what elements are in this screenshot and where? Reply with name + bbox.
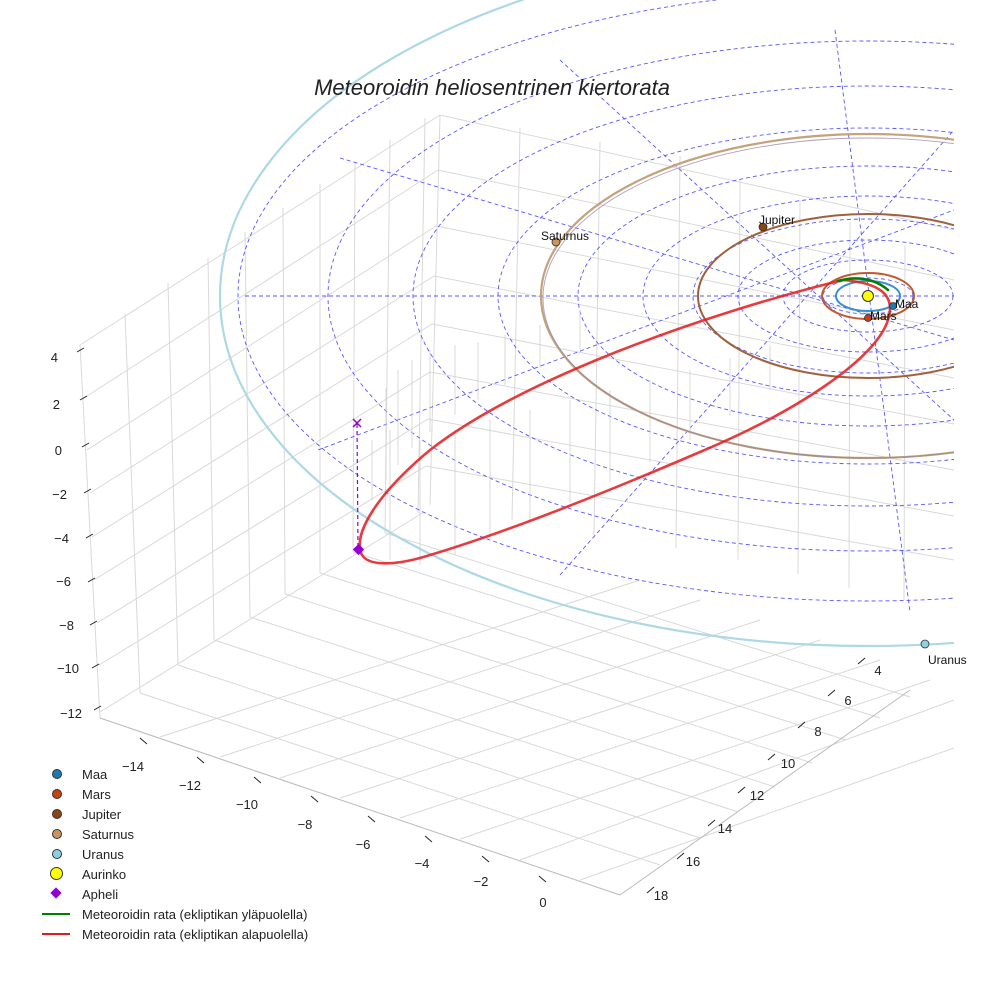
legend-item-orbit-above: Meteoroidin rata (ekliptikan yläpuolella… [40, 904, 308, 924]
legend-item-uranus: Uranus [40, 844, 308, 864]
apheli-legend-marker [40, 884, 74, 904]
maa-marker [889, 302, 897, 310]
planet-labels: Saturnus Jupiter Maa Mars Uranus [541, 213, 967, 667]
projection-stems [371, 310, 771, 565]
x-tick-0: 0 [539, 895, 546, 910]
uranus-label: Uranus [928, 653, 967, 667]
legend-label: Apheli [82, 886, 119, 902]
x-tick-n12: −12 [179, 778, 201, 793]
uranus-marker [920, 639, 930, 649]
x-tick-n14: −14 [122, 759, 144, 774]
legend-label: Jupiter [82, 806, 122, 822]
legend-label: Meteoroidin rata (ekliptikan alapuolella… [82, 926, 309, 942]
chart-title: Meteoroidin heliosentrinen kiertorata [314, 75, 670, 100]
maa-label: Maa [895, 297, 919, 311]
x-tick-n8: −8 [298, 817, 313, 832]
jupiter-legend-marker [40, 804, 74, 824]
apheli-dropline [356, 423, 359, 550]
z-tick-n6: −6 [56, 574, 71, 589]
z-tick-4: 4 [51, 350, 58, 365]
x-tick-n10: −10 [236, 797, 258, 812]
legend-label: Aurinko [82, 866, 127, 882]
x-tick-n2: −2 [474, 874, 489, 889]
apheli-projection-marker [352, 418, 362, 428]
jupiter-label: Jupiter [759, 213, 795, 227]
saturnus-legend-marker [40, 824, 74, 844]
planet-orbits [219, 0, 954, 647]
saturnus-orbit-shadow [542, 137, 954, 459]
y-tick-12: 12 [750, 788, 764, 803]
legend-item-maa: Maa [40, 764, 308, 784]
jupiter-marker [758, 222, 768, 232]
meteoroid-orbit-above [836, 277, 890, 292]
z-tick-n10: −10 [57, 661, 79, 676]
legend-item-mars: Mars [40, 784, 308, 804]
x-tick-n6: −6 [356, 837, 371, 852]
orbit-above-legend-line [40, 904, 74, 924]
apheli-marker [352, 543, 365, 556]
planet-markers [551, 222, 930, 649]
y-tick-14: 14 [718, 821, 732, 836]
saturnus-marker [551, 237, 561, 247]
y-axis: 4 6 8 10 12 14 16 18 [646, 657, 882, 903]
x-axis: −14 −12 −10 −8 −6 −4 −2 0 [122, 737, 547, 910]
jupiter-orbit [697, 213, 954, 379]
legend-label: Mars [82, 786, 111, 802]
z-tick-n4: −4 [54, 531, 69, 546]
y-tick-8: 8 [814, 724, 821, 739]
axes-box-grid [79, 114, 955, 896]
z-tick-n12: −12 [60, 706, 82, 721]
legend-label: Maa [82, 766, 108, 782]
mars-marker [864, 314, 872, 322]
z-tick-2: 2 [53, 397, 60, 412]
orbit-below-legend-line [40, 924, 74, 944]
saturnus-label: Saturnus [541, 229, 589, 243]
y-tick-10: 10 [781, 756, 795, 771]
aurinko-legend-marker [40, 864, 74, 884]
uranus-legend-marker [40, 844, 74, 864]
z-tick-n8: −8 [59, 618, 74, 633]
z-tick-0: 0 [55, 443, 62, 458]
legend-label: Meteoroidin rata (ekliptikan yläpuolella… [82, 906, 308, 922]
legend-label: Uranus [82, 846, 124, 862]
x-tick-n4: −4 [415, 856, 430, 871]
aurinko-marker [862, 290, 874, 302]
maa-legend-marker [40, 764, 74, 784]
legend-label: Saturnus [82, 826, 135, 842]
mars-label: Mars [870, 309, 897, 323]
maa-orbit [835, 280, 901, 312]
legend: Maa Mars Jupiter Saturnus Uranus Aurinko… [40, 764, 308, 944]
uranus-orbit [219, 0, 954, 647]
meteoroid-orbit [358, 277, 892, 565]
y-tick-18: 18 [654, 888, 668, 903]
legend-item-aurinko: Aurinko [40, 864, 308, 884]
legend-item-jupiter: Jupiter [40, 804, 308, 824]
y-tick-6: 6 [844, 693, 851, 708]
z-axis: 4 2 0 −2 −4 −6 −8 −10 −12 [51, 347, 102, 721]
y-tick-16: 16 [686, 854, 700, 869]
legend-item-apheli: Apheli [40, 884, 308, 904]
meteoroid-orbit-below [358, 278, 892, 565]
y-tick-4: 4 [874, 663, 881, 678]
z-tick-n2: −2 [52, 487, 67, 502]
legend-item-saturnus: Saturnus [40, 824, 308, 844]
mars-legend-marker [40, 784, 74, 804]
legend-item-orbit-below: Meteoroidin rata (ekliptikan alapuolella… [40, 924, 308, 944]
